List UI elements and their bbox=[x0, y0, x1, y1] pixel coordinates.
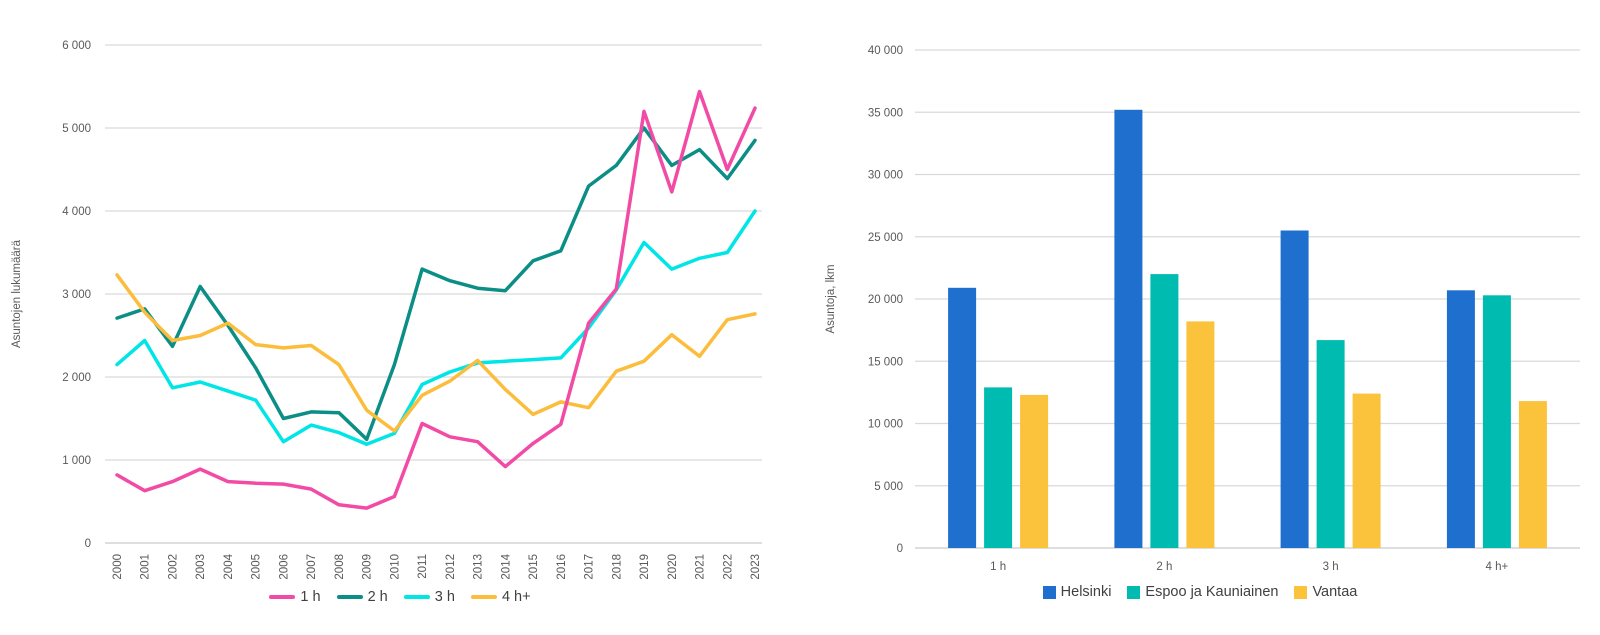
x-tick-label: 2001 bbox=[140, 554, 152, 580]
x-tick-label: 2005 bbox=[251, 554, 263, 580]
bar-Espoo-ja-Kauniainen-4h+ bbox=[1482, 295, 1511, 548]
series-line-4h+ bbox=[115, 273, 757, 433]
x-tick-label: 2010 bbox=[389, 554, 401, 580]
x-tick-label: 2016 bbox=[556, 554, 568, 580]
y-tick-label: 6 000 bbox=[62, 40, 91, 52]
x-tick-label: 2013 bbox=[473, 554, 485, 580]
x-tick-label: 2003 bbox=[195, 554, 207, 580]
x-category-label: 3 h bbox=[1323, 561, 1339, 573]
x-tick-label: 2006 bbox=[278, 554, 290, 580]
x-category-label: 2 h bbox=[1156, 561, 1172, 573]
x-tick-label: 2007 bbox=[306, 554, 318, 580]
y-tick-label: 25 000 bbox=[868, 232, 903, 244]
bar-chart: 0 5 000 10 000 15 000 20 000 25 000 30 000 35 0… bbox=[825, 45, 1580, 573]
y-tick-label: 10 000 bbox=[868, 419, 903, 431]
bar-Vantaa-3h bbox=[1352, 393, 1381, 548]
x-tick-label: 2017 bbox=[584, 554, 596, 580]
x-tick-label: 2008 bbox=[334, 554, 346, 580]
bar-Vantaa-2h bbox=[1186, 321, 1215, 548]
series-line-3h bbox=[115, 209, 757, 446]
y-tick-label: 35 000 bbox=[868, 107, 903, 119]
x-tick-label: 2000 bbox=[112, 554, 124, 580]
y-tick-label: 0 bbox=[897, 543, 903, 555]
x-tick-label: 2023 bbox=[750, 554, 762, 580]
x-tick-label: 2020 bbox=[667, 554, 679, 580]
x-tick-label: 2021 bbox=[695, 554, 707, 580]
x-tick-label: 2018 bbox=[611, 554, 623, 580]
x-tick-label: 2009 bbox=[362, 554, 374, 580]
bar-Espoo-ja-Kauniainen-3h bbox=[1316, 340, 1345, 548]
x-tick-label: 2011 bbox=[417, 554, 429, 579]
x-tick-label: 2012 bbox=[445, 554, 457, 580]
y-tick-label: 5 000 bbox=[62, 123, 91, 135]
x-tick-label: 2022 bbox=[722, 554, 734, 580]
x-tick-label: 2014 bbox=[500, 553, 512, 579]
y-tick-label: 15 000 bbox=[868, 356, 903, 368]
line-chart-panel: 0 1 000 2 000 3 000 4 000 5 000 6 000 Asuntojen… bbox=[11, 40, 762, 604]
y-tick-label: 4 000 bbox=[62, 206, 91, 218]
y-tick-label: 1 000 bbox=[62, 455, 91, 467]
y-tick-label: 3 000 bbox=[62, 289, 91, 301]
y-tick-label: 2 000 bbox=[62, 372, 91, 384]
bar-Helsinki-4h+ bbox=[1446, 290, 1475, 548]
bar-Espoo-ja-Kauniainen-2h bbox=[1150, 274, 1179, 548]
y-tick-label: 40 000 bbox=[868, 45, 903, 57]
x-tick-label: 2019 bbox=[639, 554, 651, 580]
line-chart: 0 1 000 2 000 3 000 4 000 5 000 6 000 Asuntojen… bbox=[11, 40, 762, 580]
y-tick-label: 5 000 bbox=[874, 481, 903, 493]
x-category-label: 1 h bbox=[990, 561, 1006, 573]
bar-Espoo-ja-Kauniainen-1h bbox=[984, 387, 1013, 548]
y-axis-title: Asuntoja, lkm bbox=[825, 264, 837, 333]
series-line-1h bbox=[115, 89, 757, 510]
x-tick-label: 2004 bbox=[223, 553, 235, 579]
bar-Vantaa-1h bbox=[1020, 394, 1049, 548]
y-tick-label: 30 000 bbox=[868, 170, 903, 182]
bar-chart-panel: 0 5 000 10 000 15 000 20 000 25 000 30 000 35 0… bbox=[800, 0, 1600, 635]
y-axis-title: Asuntojen lukumäärä bbox=[11, 239, 23, 348]
x-category-label: 4 h+ bbox=[1486, 561, 1509, 573]
bar-Helsinki-2h bbox=[1114, 109, 1143, 549]
bar-Vantaa-4h+ bbox=[1518, 401, 1547, 548]
bar-Helsinki-3h bbox=[1280, 230, 1309, 548]
x-tick-label: 2015 bbox=[528, 554, 540, 580]
y-tick-label: 0 bbox=[85, 538, 91, 550]
bar-Helsinki-1h bbox=[948, 287, 977, 548]
series-line-2h bbox=[115, 126, 757, 442]
x-tick-label: 2002 bbox=[167, 554, 179, 580]
y-tick-label: 20 000 bbox=[868, 294, 903, 306]
